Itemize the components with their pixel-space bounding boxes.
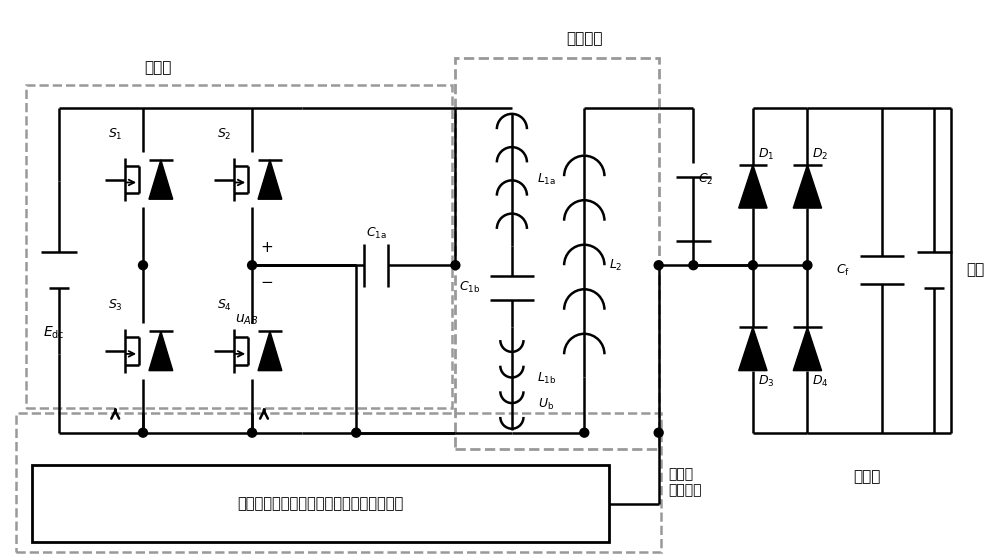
Circle shape <box>748 261 757 270</box>
Text: $S_3$: $S_3$ <box>108 298 123 314</box>
Text: +: + <box>260 240 273 255</box>
Text: 接收端: 接收端 <box>853 469 881 484</box>
Polygon shape <box>258 160 282 199</box>
Text: $D_3$: $D_3$ <box>758 374 774 389</box>
Text: $L_2$: $L_2$ <box>609 258 623 273</box>
Polygon shape <box>149 331 173 371</box>
Circle shape <box>352 428 361 437</box>
Circle shape <box>139 261 147 270</box>
Text: 判定及
控制部分: 判定及 控制部分 <box>669 468 702 497</box>
Circle shape <box>580 428 589 437</box>
Text: $D_4$: $D_4$ <box>812 374 829 389</box>
Text: $E_{\mathrm{dc}}$: $E_{\mathrm{dc}}$ <box>43 324 65 340</box>
Circle shape <box>654 261 663 270</box>
Text: $C_{\mathrm{f}}$: $C_{\mathrm{f}}$ <box>836 263 850 278</box>
Text: $u_{AB}$: $u_{AB}$ <box>235 312 259 326</box>
Circle shape <box>248 428 257 437</box>
Polygon shape <box>793 165 822 208</box>
Text: 电池: 电池 <box>966 263 984 278</box>
Text: $S_1$: $S_1$ <box>108 127 123 142</box>
Text: 系统开关控制装置及异物检测信号处理电路: 系统开关控制装置及异物检测信号处理电路 <box>237 496 404 511</box>
Text: $C_{\mathrm{1b}}$: $C_{\mathrm{1b}}$ <box>459 281 480 296</box>
Text: $L_{\mathrm{1a}}$: $L_{\mathrm{1a}}$ <box>537 171 556 186</box>
Text: $S_2$: $S_2$ <box>217 127 232 142</box>
Text: $C_{\mathrm{1a}}$: $C_{\mathrm{1a}}$ <box>366 226 386 241</box>
Text: $D_1$: $D_1$ <box>758 147 774 162</box>
Circle shape <box>248 261 257 270</box>
Polygon shape <box>793 327 822 371</box>
Text: $S_4$: $S_4$ <box>217 298 232 314</box>
Circle shape <box>803 261 812 270</box>
Circle shape <box>451 261 460 270</box>
Circle shape <box>139 428 147 437</box>
Polygon shape <box>739 165 767 208</box>
Polygon shape <box>739 327 767 371</box>
Text: $U_{\mathrm{b}}$: $U_{\mathrm{b}}$ <box>538 397 555 412</box>
Text: 耦合机构: 耦合机构 <box>566 31 603 46</box>
Text: −: − <box>260 275 273 290</box>
Polygon shape <box>258 331 282 371</box>
Circle shape <box>654 428 663 437</box>
Text: $D_2$: $D_2$ <box>812 147 829 162</box>
Polygon shape <box>149 160 173 199</box>
Text: 发射端: 发射端 <box>144 60 172 75</box>
Circle shape <box>689 261 698 270</box>
Text: $C_2$: $C_2$ <box>698 171 714 186</box>
Text: $L_{\mathrm{1b}}$: $L_{\mathrm{1b}}$ <box>537 371 556 386</box>
